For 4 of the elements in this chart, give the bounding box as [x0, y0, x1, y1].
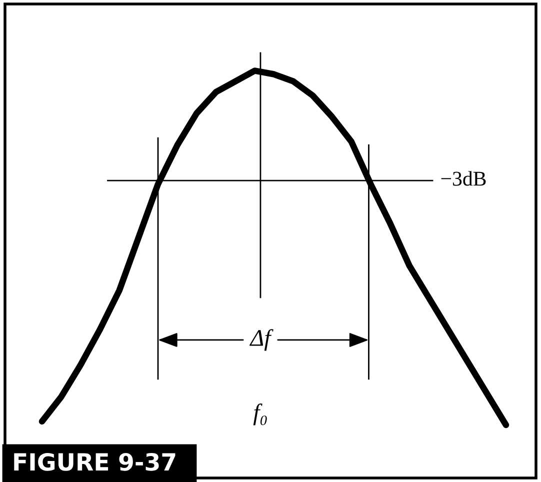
annotation: f₀	[253, 404, 267, 426]
text: FIGURE 9-37	[14, 452, 176, 471]
ref-line-label: −3dB	[441, 171, 486, 186]
annotation: Δf	[249, 329, 274, 351]
